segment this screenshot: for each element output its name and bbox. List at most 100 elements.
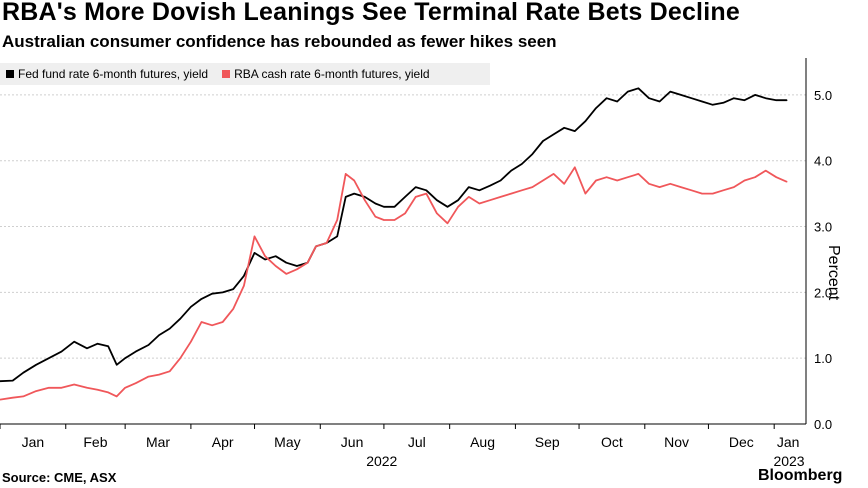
y-tick-label: 5.0 [814, 88, 832, 103]
data-point [500, 179, 502, 182]
data-point [786, 99, 788, 101]
data-point [296, 265, 298, 267]
data-point [542, 140, 544, 142]
data-point [786, 181, 788, 183]
data-point [315, 245, 317, 247]
data-point [553, 173, 555, 175]
data-point [107, 391, 109, 393]
data-point [364, 196, 366, 198]
data-point [733, 186, 735, 188]
data-point [200, 321, 203, 323]
y-tick-label: 2.0 [814, 285, 832, 300]
data-point [606, 97, 608, 99]
data-point [521, 189, 523, 191]
x-year-label: 2023 [773, 453, 804, 469]
data-point [60, 387, 63, 389]
data-point [627, 176, 629, 178]
data-point [147, 344, 150, 346]
legend-label-fed: Fed fund rate 6-month futures, yield [18, 67, 209, 81]
data-point [285, 273, 287, 275]
data-point [169, 328, 171, 330]
data-point [680, 94, 682, 96]
data-point [446, 222, 449, 224]
data-point [393, 206, 396, 208]
data-point [253, 235, 256, 237]
data-point [436, 199, 438, 201]
data-point [374, 216, 376, 218]
data-point [690, 97, 693, 99]
data-point [563, 127, 565, 129]
data-point [722, 189, 724, 191]
data-point [669, 183, 671, 185]
data-point [637, 173, 640, 175]
data-point [374, 202, 376, 205]
data-point [326, 242, 328, 244]
x-tick-label: Feb [83, 434, 107, 450]
source-note: Source: CME, ASX [2, 470, 117, 485]
data-point [584, 120, 587, 122]
data-point [86, 387, 88, 389]
data-point [584, 193, 587, 195]
data-point [158, 334, 160, 336]
data-point [616, 179, 618, 182]
data-point [701, 193, 703, 195]
data-point [659, 186, 661, 188]
data-point [222, 321, 224, 323]
data-point [425, 193, 427, 195]
data-point [232, 308, 234, 310]
data-point [73, 341, 75, 343]
bloomberg-logo: Bloomberg [758, 467, 843, 484]
data-point [712, 193, 714, 195]
data-point [86, 347, 88, 349]
data-point [107, 345, 109, 347]
data-point [60, 351, 63, 353]
data-point [553, 133, 555, 135]
data-point [48, 357, 50, 359]
data-point [765, 97, 767, 99]
data-point [531, 153, 534, 155]
data-point [116, 395, 118, 397]
data-point [345, 173, 347, 175]
y-axis-label: Percent [825, 245, 842, 301]
x-tick-label: Oct [601, 434, 623, 450]
data-point [179, 357, 181, 359]
chart-legend: Fed fund rate 6-month futures, yield RBA… [0, 63, 490, 85]
data-point [211, 324, 213, 326]
data-point [468, 186, 470, 188]
data-point [531, 186, 534, 188]
data-point [48, 387, 50, 389]
data-point [436, 212, 438, 214]
data-point [135, 351, 137, 353]
data-point [383, 206, 385, 208]
data-point [510, 170, 512, 172]
data-point [135, 382, 137, 384]
x-tick-label: Jul [408, 434, 426, 450]
data-point [712, 104, 714, 106]
data-point [353, 193, 355, 195]
data-point [478, 189, 480, 191]
x-tick-label: Nov [664, 434, 689, 450]
data-point [383, 219, 385, 221]
data-point [468, 196, 470, 198]
chart-title: RBA's More Dovish Leanings See Terminal … [2, 0, 740, 26]
data-point [457, 199, 459, 201]
data-point [285, 262, 287, 264]
data-point [147, 376, 150, 378]
x-tick-label: Jun [341, 434, 364, 450]
chart-subtitle: Australian consumer confidence has rebou… [2, 32, 557, 51]
data-point [690, 189, 693, 191]
data-point [743, 99, 746, 101]
x-tick-label: Jan [22, 434, 45, 450]
data-point [606, 176, 608, 178]
data-point [659, 100, 661, 103]
data-point [22, 395, 24, 397]
data-point [12, 380, 14, 382]
data-point [22, 372, 24, 374]
data-point [190, 306, 192, 308]
data-point [243, 275, 245, 277]
data-point [701, 100, 703, 103]
data-point [296, 268, 298, 270]
x-tick-label: Sep [535, 434, 560, 450]
data-point [489, 199, 491, 201]
